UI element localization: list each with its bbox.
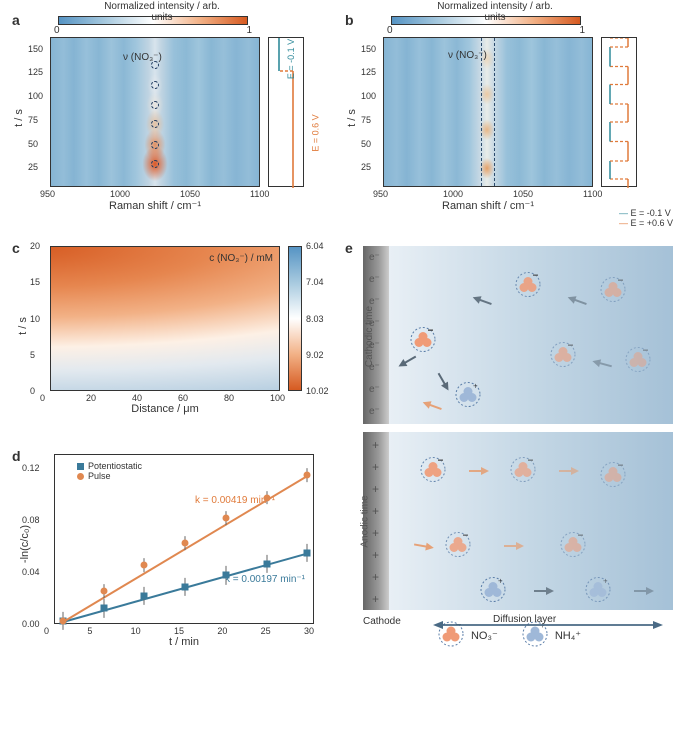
legend-potentiostatic: Potentiostatic xyxy=(88,461,142,471)
panel-label-c: c xyxy=(12,240,20,256)
y-label-b: t / s xyxy=(346,109,358,127)
panel-label-b: b xyxy=(345,12,354,28)
x-label-b: Raman shift / cm⁻¹ xyxy=(383,199,593,212)
cb-a-max: 1 xyxy=(246,25,252,36)
y-label-c: t / s xyxy=(17,317,29,335)
colorbar-c xyxy=(288,246,302,391)
schematic-e: e⁻e⁻e⁻e⁻e⁻e⁻e⁻e⁻++++++++ xyxy=(363,246,673,616)
cb-a-min: 0 xyxy=(54,25,60,36)
potential-plot-b xyxy=(601,37,637,187)
x-label-a: Raman shift / cm⁻¹ xyxy=(50,199,260,212)
cathodic-label: Cathodic time xyxy=(364,306,375,367)
svg-text:+: + xyxy=(498,577,503,586)
y-label-d: -ln(c/c₀) xyxy=(19,525,31,563)
cb-a-title: Normalized intensity / arb. units xyxy=(102,1,222,23)
panel-c: c c (NO₃⁻) / mM 6.047.048.039.0210.02 t … xyxy=(12,240,331,430)
heatmap-a: ν (NO₃⁻) xyxy=(50,37,260,187)
k-pot: k = 0.00197 min⁻¹ xyxy=(225,574,305,585)
legend-em01: E = -0.1 V xyxy=(630,208,670,218)
scatter-d: Potentiostatic Pulse k = 0.00419 min⁻¹ k… xyxy=(54,454,314,624)
cb-b-max: 1 xyxy=(579,25,585,36)
label-e06: E = 0.6 V xyxy=(311,114,321,151)
potential-plot-a: E = 0.6 V E = -0.1 V xyxy=(268,37,304,187)
diff-layer-label: Diffusion layer xyxy=(493,614,556,625)
panel-d: d Potentiostatic Pulse k = 0.00419 min⁻¹… xyxy=(12,448,331,658)
x-label-c: Distance / μm xyxy=(50,403,280,415)
cathode-label: Cathode xyxy=(363,616,401,627)
conc-label: c (NO₃⁻) / mM xyxy=(209,253,273,264)
anodic-label: Anodic time xyxy=(360,495,371,547)
y-label-a: t / s xyxy=(13,109,25,127)
heatmap-b: ν (NO₃⁻) xyxy=(383,37,593,187)
legend-ep06: E = +0.6 V xyxy=(630,218,673,228)
label-em01-a: E = -0.1 V xyxy=(286,39,296,79)
panel-e: e e⁻e⁻e⁻e⁻e⁻e⁻e⁻e⁻++++++++ xyxy=(345,240,673,658)
legend-pulse: Pulse xyxy=(88,471,111,481)
cb-b-title: Normalized intensity / arb. units xyxy=(435,1,555,23)
panel-b: b 0 Normalized intensity / arb. units 1 … xyxy=(345,12,673,222)
figure-grid: a 0 Normalized intensity / arb. units 1 … xyxy=(12,12,673,658)
svg-text:+: + xyxy=(473,382,478,391)
panel-label-a: a xyxy=(12,12,20,28)
x-label-d: t / min xyxy=(54,636,314,648)
panel-label-d: d xyxy=(12,448,21,464)
heatmap-c: c (NO₃⁻) / mM xyxy=(50,246,280,391)
panel-label-e: e xyxy=(345,240,353,256)
cb-b-min: 0 xyxy=(387,25,393,36)
pulse-trace-b xyxy=(602,38,638,188)
panel-a: a 0 Normalized intensity / arb. units 1 … xyxy=(12,12,331,222)
svg-text:+: + xyxy=(603,577,608,586)
